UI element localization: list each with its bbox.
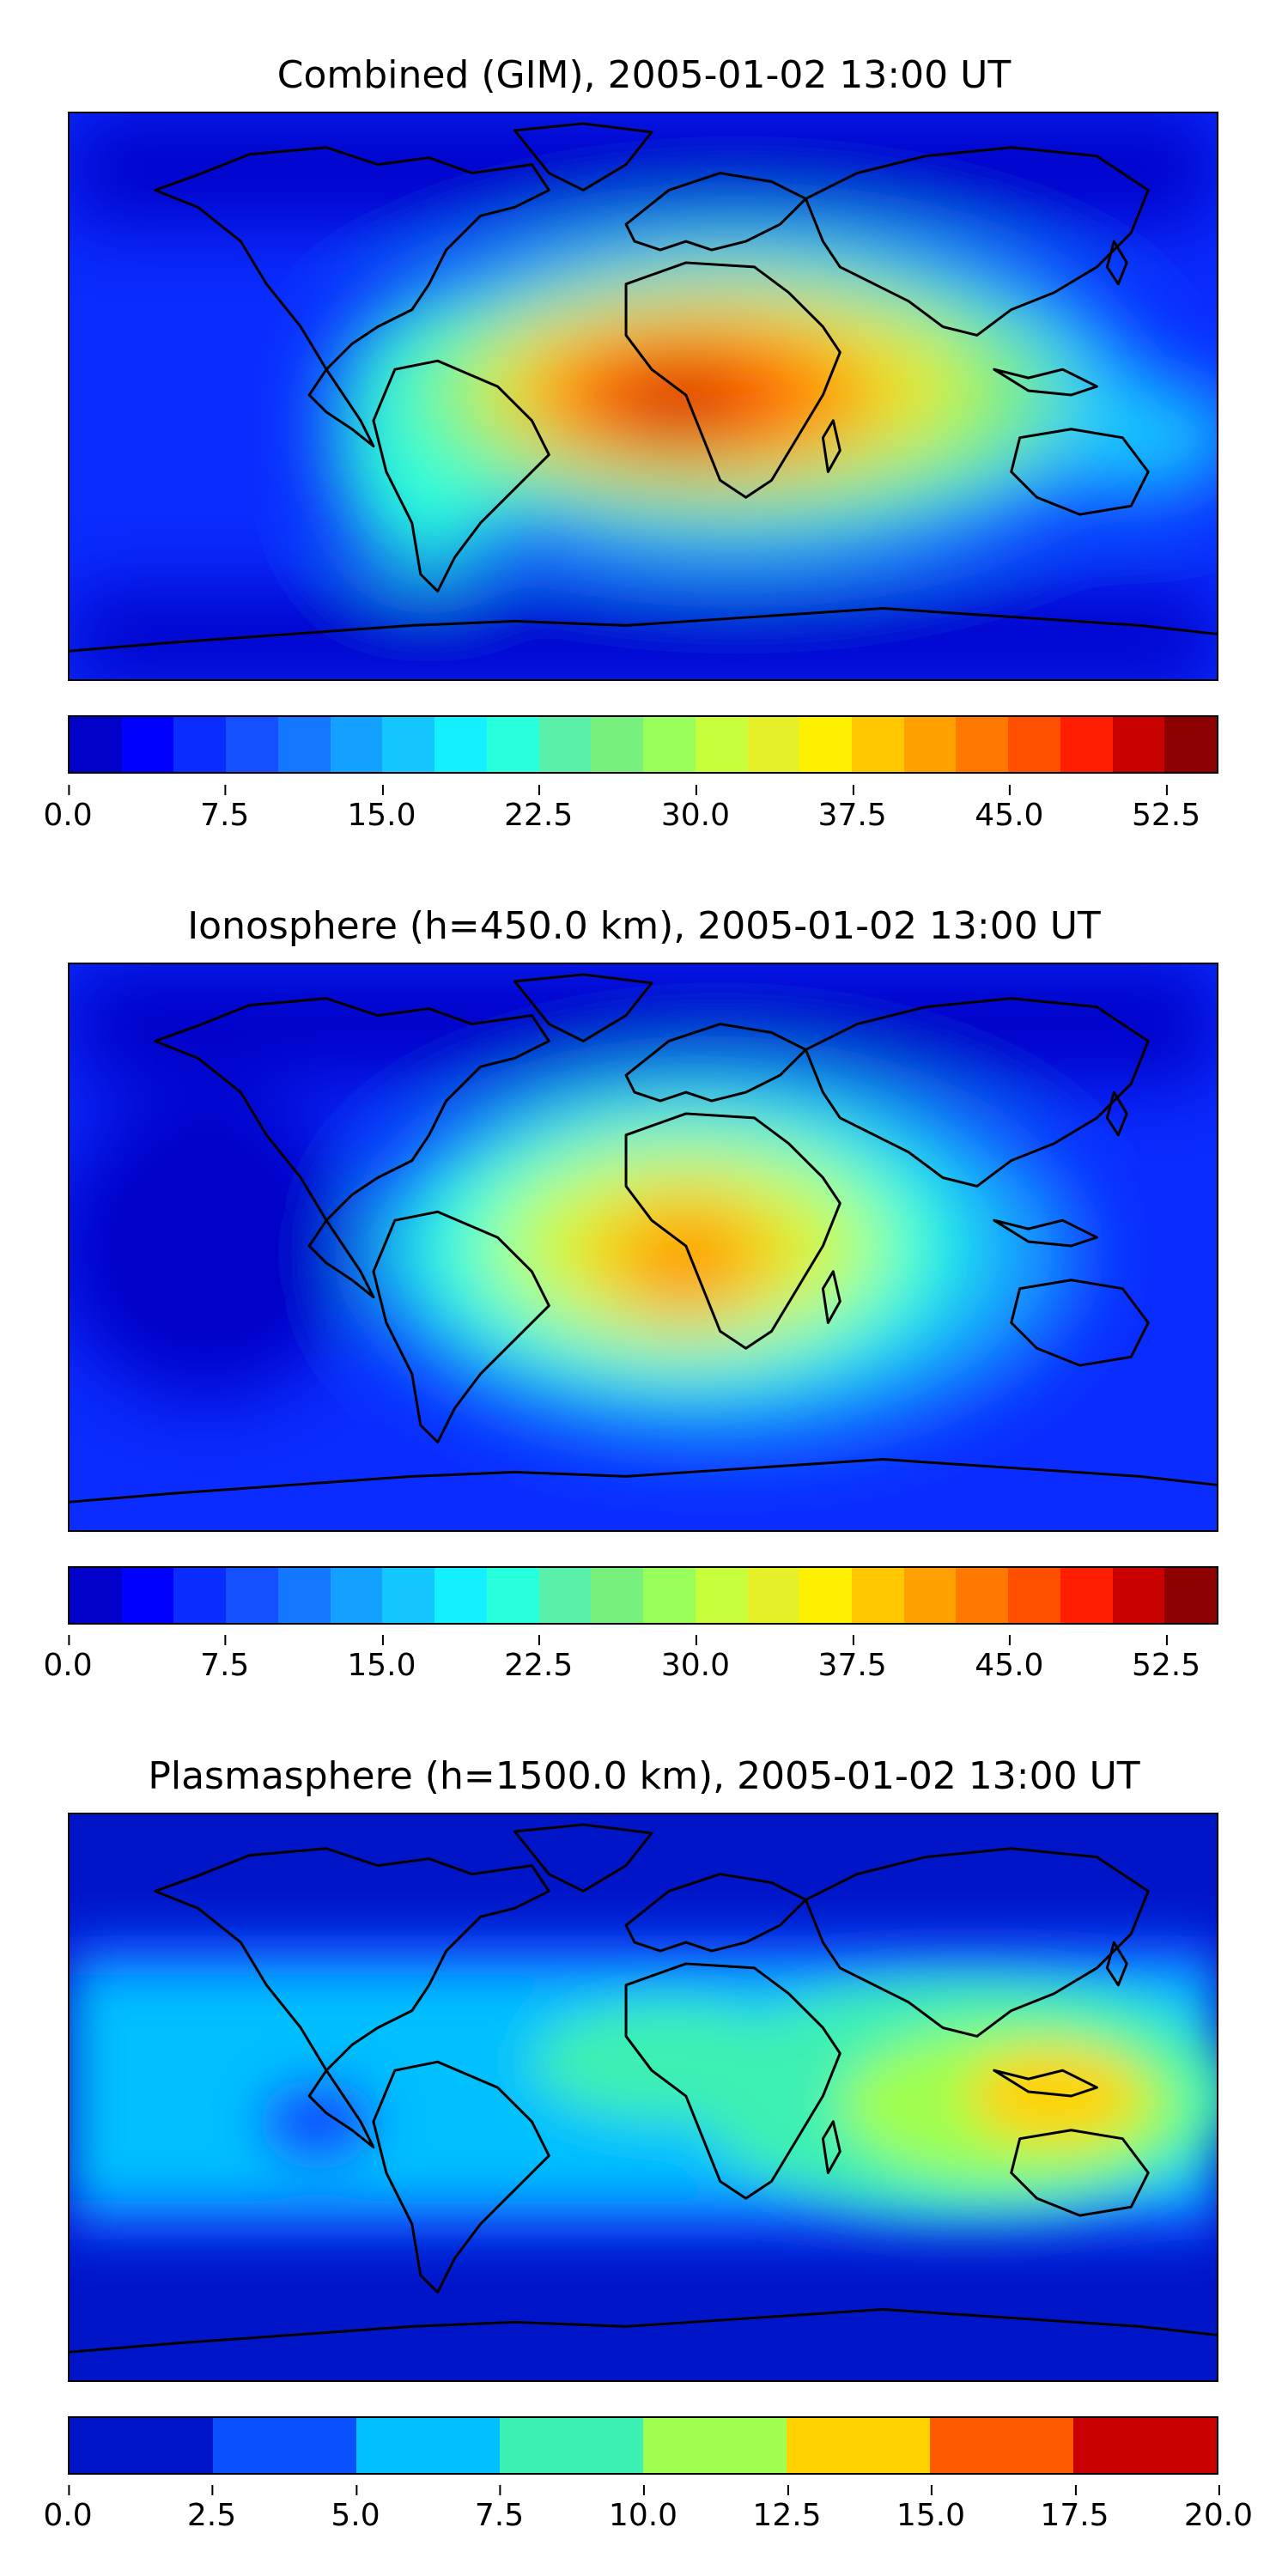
colorbar-segment [538, 717, 592, 772]
colorbar-tick-label: 0.0 [43, 1635, 93, 1683]
colorbar-tick-label: 52.5 [1132, 1635, 1201, 1683]
map-combined-svg [70, 113, 1217, 679]
colorbar-segment [500, 2418, 643, 2473]
map-plasmasphere [68, 1813, 1218, 2382]
colorbar-segment [70, 1568, 122, 1623]
colorbar-segment [1112, 1568, 1165, 1623]
colorbar-segment [1060, 717, 1113, 772]
colorbar-segment [121, 1568, 174, 1623]
colorbar-segment [70, 717, 122, 772]
colorbar-segment [382, 1568, 435, 1623]
colorbar-segment [643, 2418, 787, 2473]
colorbar-tick-label: 5.0 [331, 2485, 380, 2533]
colorbar-segment [956, 1568, 1009, 1623]
colorbar-segment [277, 717, 331, 772]
colorbar-segment [330, 1568, 383, 1623]
panel-title-plasmasphere: Plasmasphere (h=1500.0 km), 2005-01-02 1… [148, 1754, 1140, 1798]
colorbar-tick-label: 0.0 [43, 785, 93, 833]
colorbar-tick-label: 22.5 [504, 1635, 574, 1683]
colorbar-ionosphere [68, 1566, 1218, 1625]
colorbar-tick-label: 15.0 [347, 1635, 416, 1683]
map-combined [68, 112, 1218, 681]
colorbar-ticks-combined: 0.0 7.5 15.0 22.5 30.0 37.5 45.0 52.5 [43, 785, 1218, 848]
colorbar-segment [799, 1568, 853, 1623]
colorbar-segment [852, 717, 904, 772]
colorbar-tick-label: 12.5 [752, 2485, 822, 2533]
colorbar-tick-label: 22.5 [504, 785, 574, 833]
colorbar-segment [173, 717, 227, 772]
colorbar-tick-label: 30.0 [660, 785, 730, 833]
colorbar-tick-label: 45.0 [975, 785, 1044, 833]
colorbar-segment [747, 717, 800, 772]
colorbar-segment [591, 717, 644, 772]
colorbar-segment [747, 1568, 800, 1623]
colorbar-segment [1008, 717, 1060, 772]
colorbar-tick-label: 7.5 [474, 2485, 525, 2533]
colorbar-segment [1008, 1568, 1060, 1623]
colorbar-segment [121, 717, 174, 772]
colorbar-segment [903, 717, 957, 772]
colorbar-segment [486, 1568, 539, 1623]
colorbar-combined [68, 715, 1218, 774]
colorbar-segment [1073, 2418, 1217, 2473]
colorbar-segment [930, 2418, 1073, 2473]
colorbar-tick-label: 7.5 [200, 1635, 250, 1683]
colorbar-segment [226, 717, 278, 772]
colorbar-tick-label: 37.5 [817, 1635, 887, 1683]
colorbar-tick-label: 37.5 [817, 785, 887, 833]
map-ionosphere [68, 963, 1218, 1532]
colorbar-segment [486, 717, 539, 772]
colorbar-tick-label: 7.5 [200, 785, 250, 833]
map-plasmasphere-svg [70, 1814, 1217, 2380]
colorbar-segment [538, 1568, 592, 1623]
colorbar-segment [1164, 717, 1218, 772]
colorbar-segment [956, 717, 1009, 772]
colorbar-segment [695, 1568, 748, 1623]
colorbar-ticks-plasmasphere: 0.0 2.5 5.0 7.5 10.0 12.5 15.0 17.5 20.0 [43, 2485, 1253, 2549]
colorbar-segment [799, 717, 853, 772]
colorbar-segment [70, 2418, 213, 2473]
colorbar-tick-label: 45.0 [975, 1635, 1044, 1683]
colorbar-segment [434, 1568, 487, 1623]
colorbar-plasmasphere [68, 2416, 1218, 2475]
colorbar-tick-label: 15.0 [347, 785, 416, 833]
panel-title-combined: Combined (GIM), 2005-01-02 13:00 UT [276, 53, 1012, 97]
colorbar-segment [330, 717, 383, 772]
colorbar-segment [382, 717, 435, 772]
colorbar-segment [643, 1568, 696, 1623]
colorbar-segment [1060, 1568, 1113, 1623]
colorbar-tick-label: 20.0 [1183, 2485, 1254, 2533]
colorbar-segment [591, 1568, 644, 1623]
colorbar-tick-label: 2.5 [186, 2485, 237, 2533]
colorbar-segment [213, 2418, 356, 2473]
colorbar-tick-label: 30.0 [660, 1635, 730, 1683]
colorbar-segment [226, 1568, 278, 1623]
colorbar-tick-label: 0.0 [43, 2485, 93, 2533]
colorbar-segment [1164, 1568, 1218, 1623]
colorbar-tick-label: 17.5 [1040, 2485, 1109, 2533]
map-ionosphere-svg [70, 964, 1217, 1530]
colorbar-segment [903, 1568, 957, 1623]
colorbar-tick-label: 15.0 [896, 2485, 966, 2533]
colorbar-segment [434, 717, 487, 772]
colorbar-segment [643, 717, 696, 772]
colorbar-segment [787, 2418, 930, 2473]
colorbar-tick-label: 10.0 [608, 2485, 678, 2533]
colorbar-segment [852, 1568, 904, 1623]
colorbar-ticks-ionosphere: 0.0 7.5 15.0 22.5 30.0 37.5 45.0 52.5 [43, 1635, 1218, 1698]
colorbar-segment [1112, 717, 1165, 772]
colorbar-segment [695, 717, 748, 772]
colorbar-tick-label: 52.5 [1132, 785, 1201, 833]
colorbar-segment [356, 2418, 500, 2473]
panel-title-ionosphere: Ionosphere (h=450.0 km), 2005-01-02 13:0… [187, 904, 1101, 948]
colorbar-segment [173, 1568, 227, 1623]
colorbar-segment [277, 1568, 331, 1623]
